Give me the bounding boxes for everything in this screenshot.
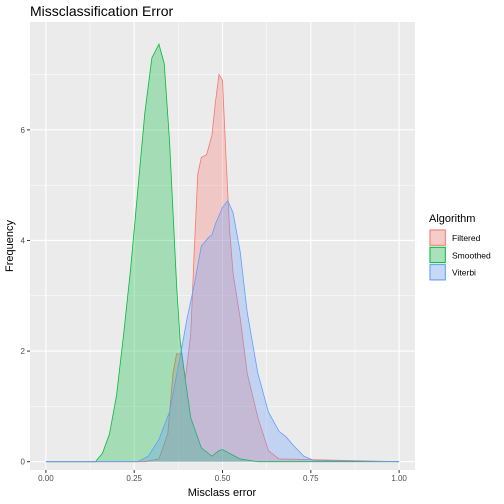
x-tick-label: 1.00 xyxy=(391,474,407,483)
x-tick-label: 0.25 xyxy=(126,474,142,483)
x-axis-title: Misclass error xyxy=(188,487,257,499)
x-axis-ticks: 0.00 0.25 0.50 0.75 1.00 xyxy=(38,470,407,483)
legend-key-smoothed xyxy=(429,246,446,264)
legend-key-filtered xyxy=(429,229,446,246)
density-areas xyxy=(45,43,400,463)
x-tick-label: 0.75 xyxy=(303,474,319,483)
gridlines xyxy=(30,22,415,470)
legend-label-filtered: Filtered xyxy=(452,233,481,243)
y-tick-label: 4 xyxy=(21,236,26,245)
legend-label-viterbi: Viterbi xyxy=(452,268,476,278)
area-smoothed xyxy=(45,44,400,462)
x-tick-label: 0.50 xyxy=(215,474,231,483)
legend-title: Algorithm xyxy=(429,213,475,225)
area-filtered xyxy=(45,74,400,462)
y-tick-label: 0 xyxy=(21,458,26,467)
legend-key-bg-viterbi xyxy=(429,263,447,281)
legend-key-bg-smoothed xyxy=(429,246,447,264)
legend: Algorithm Filtered Smoothed Viterbi xyxy=(429,213,491,281)
y-axis-ticks: 0 2 4 6 xyxy=(21,126,30,467)
x-tick-label: 0.00 xyxy=(38,474,54,483)
y-axis-title: Frequency xyxy=(4,220,16,272)
y-tick-label: 2 xyxy=(21,347,26,356)
chart-title: Missclassification Error xyxy=(30,3,173,19)
legend-label-smoothed: Smoothed xyxy=(452,250,491,260)
y-tick-label: 6 xyxy=(21,126,26,135)
area-viterbi xyxy=(45,200,400,462)
legend-key-viterbi xyxy=(429,264,446,281)
line-smoothed xyxy=(45,43,400,463)
line-viterbi xyxy=(45,199,400,463)
line-filtered xyxy=(45,73,400,463)
legend-key-bg-filtered xyxy=(429,229,447,247)
